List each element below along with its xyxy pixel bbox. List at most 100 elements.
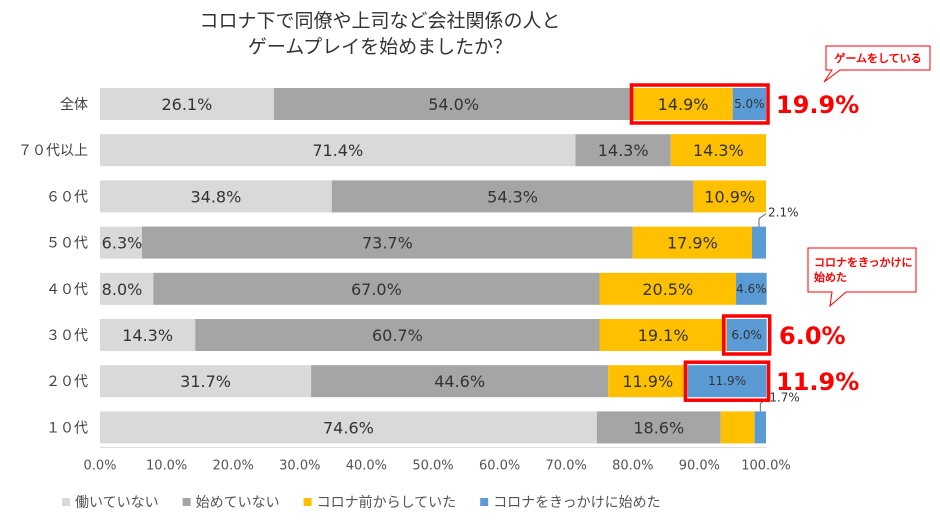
callout-bubble <box>823 45 931 83</box>
data-label: 11.9% <box>622 372 673 391</box>
category-label: ７０代以上 <box>18 143 88 159</box>
legend-label: 働いていない <box>75 495 159 511</box>
plot-area: 26.1% 54.0% 14.9% 5.0% 71.4% 14.3% 14.3% 34.8% 5… <box>100 88 800 444</box>
data-label: 1.7% <box>769 390 800 404</box>
x-tick-label: 40.0% <box>346 458 387 473</box>
bar-segment <box>632 226 753 259</box>
data-label: 14.3% <box>122 326 173 345</box>
bar-segment <box>596 411 721 444</box>
category-label: ４０代 <box>46 282 88 298</box>
data-label: 74.6% <box>323 418 374 437</box>
category-label: ６０代 <box>46 189 88 205</box>
legend-swatch <box>62 498 70 506</box>
bar-segment <box>100 411 597 444</box>
bar-segment <box>687 365 767 398</box>
x-tick-label: 90.0% <box>679 458 720 473</box>
bar-segment <box>732 88 766 120</box>
data-label: 10.9% <box>704 187 755 206</box>
x-tick-label: 30.0% <box>279 458 320 473</box>
data-label: 11.9% <box>708 374 746 388</box>
x-axis: 0.0% 10.0% 20.0% 30.0% 40.0% 50.0% 60.0% 70.0% 8… <box>83 446 791 473</box>
legend: 働いていない 始めていない コロナ前からしていた コロナをきっかけに始めた <box>62 494 661 511</box>
data-label: 17.9% <box>667 234 718 253</box>
bar-segment <box>100 88 274 120</box>
bar-segment <box>693 180 766 213</box>
bar-segment <box>331 180 694 213</box>
highlight-box-20s <box>683 360 771 402</box>
bar-segment <box>311 365 609 398</box>
category-label: ５０代 <box>46 236 88 252</box>
bar-segment <box>153 272 600 305</box>
highlight-value-20s: 11.9% <box>776 368 859 396</box>
chart-title-line-2: ゲームプレイを始めましたか？ <box>248 36 512 58</box>
data-label: 54.3% <box>487 187 538 206</box>
legend-swatch <box>480 498 489 506</box>
bar-segment <box>100 365 312 398</box>
data-label: 26.1% <box>161 95 212 114</box>
bar-segment <box>100 180 332 213</box>
data-label: 19.1% <box>638 326 689 345</box>
chart-title-line-1: コロナ下で同僚や上司など会社関係の人と <box>199 10 560 32</box>
data-label: 60.7% <box>372 326 423 345</box>
bar-segment <box>141 226 633 259</box>
bar-segment <box>599 272 737 305</box>
data-label: 6.0% <box>731 328 762 342</box>
bar-segment <box>608 365 688 398</box>
data-label: 34.8% <box>190 187 241 206</box>
legend-label: コロナ前からしていた <box>317 494 457 511</box>
bar-segment <box>100 226 142 259</box>
data-label: 67.0% <box>351 280 402 299</box>
bar-segment <box>273 88 634 120</box>
x-tick-label: 80.0% <box>612 458 653 473</box>
data-label: 31.7% <box>180 372 231 391</box>
category-label: ３０代 <box>46 328 88 344</box>
bar-segment <box>752 226 766 259</box>
data-label: 2.1% <box>768 206 799 220</box>
bar-segment <box>736 272 767 305</box>
x-tick-label: 70.0% <box>546 458 587 473</box>
data-label: 20.5% <box>642 280 693 299</box>
data-label: 14.3% <box>598 141 649 160</box>
legend-label: 始めていない <box>196 495 280 511</box>
highlight-value-30s: 6.0% <box>779 322 846 350</box>
bar-segment <box>726 319 767 351</box>
data-label: 73.7% <box>362 234 413 253</box>
x-tick-label: 60.0% <box>479 458 520 473</box>
x-tick-label: 100.0% <box>741 458 791 473</box>
data-label: 4.6% <box>736 282 767 296</box>
x-tick-label: 10.0% <box>146 458 187 473</box>
x-tick-label: 20.0% <box>213 458 254 473</box>
data-label: 14.3% <box>693 141 744 160</box>
legend-label: コロナをきっかけに始めた <box>493 495 660 511</box>
bar-segment <box>633 88 733 120</box>
legend-swatch <box>303 498 312 506</box>
bar-segment <box>100 272 154 305</box>
callout-bubble <box>807 247 917 308</box>
bar-segment <box>195 319 600 351</box>
x-tick-label: 0.0% <box>83 458 116 473</box>
y-axis: 全体 ７０代以上 ６０代 ５０代 ４０代 ３０代 ２０代 １０代 <box>18 96 88 436</box>
category-label: １０代 <box>46 420 88 436</box>
bar-segment <box>599 319 727 351</box>
data-label: 44.6% <box>434 372 485 391</box>
leader-line <box>758 213 767 227</box>
bar-segment <box>754 411 766 444</box>
highlight-value-total: 19.9% <box>776 91 859 119</box>
bar-segment <box>100 319 196 351</box>
highlight-box-total <box>629 83 770 125</box>
data-label: 14.9% <box>658 95 709 114</box>
data-label: 54.0% <box>428 95 479 114</box>
x-tick-label: 50.0% <box>412 458 453 473</box>
highlight-box-30s <box>721 314 772 356</box>
data-label: 6.3% <box>102 234 143 253</box>
data-label: 71.4% <box>312 141 363 160</box>
category-label: ２０代 <box>46 374 88 390</box>
bar-segment <box>100 134 576 167</box>
data-label: 5.0% <box>734 97 765 111</box>
callout-text: コロナをきっかけに始めた <box>814 256 913 284</box>
data-label: 8.0% <box>102 280 143 299</box>
bar-segment <box>575 134 671 167</box>
bar-segment <box>720 411 755 444</box>
